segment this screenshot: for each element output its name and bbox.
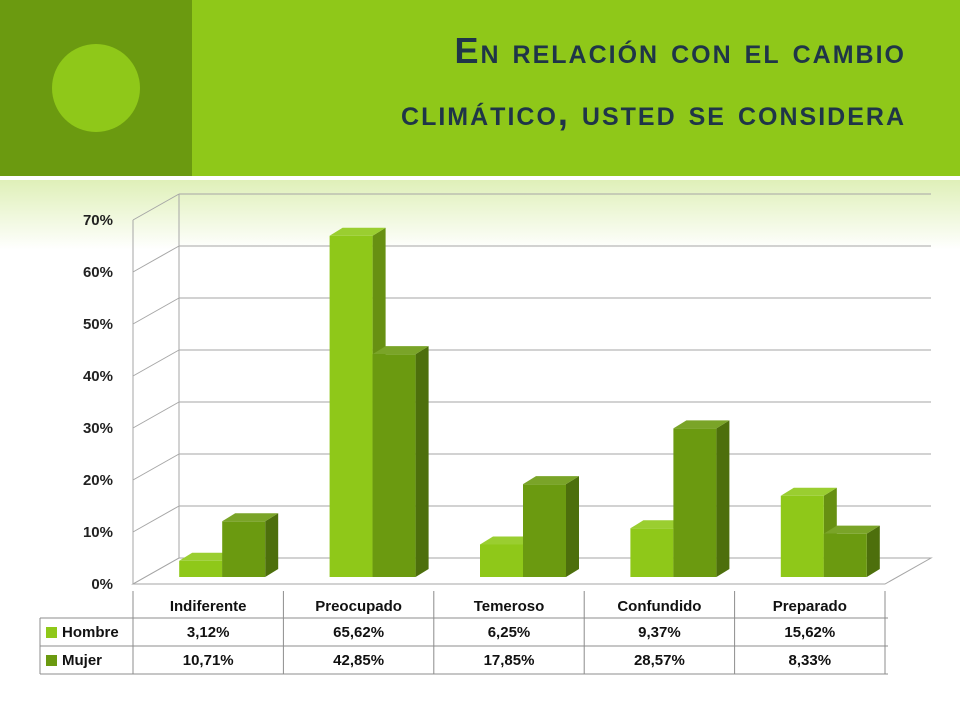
category-label: Preocupado xyxy=(315,598,402,615)
legend-label-hombre: Hombre xyxy=(62,624,119,641)
bar-mujer-0-side xyxy=(265,513,279,577)
bar-hombre-0-top xyxy=(179,552,236,561)
header-circle-decoration xyxy=(52,44,140,132)
gridline-wall-6 xyxy=(132,245,180,273)
category-label: Indiferente xyxy=(170,598,247,615)
bar-mujer-3 xyxy=(673,428,717,577)
gridline-wall-4 xyxy=(132,349,180,377)
bar-mujer-0 xyxy=(222,521,266,577)
category-label: Temeroso xyxy=(474,598,545,615)
data-label-hombre: 15,62% xyxy=(784,624,835,641)
gridline-wall-3 xyxy=(132,401,180,429)
data-label-mujer: 28,57% xyxy=(634,652,685,669)
bar-mujer-1 xyxy=(372,354,416,577)
data-label-mujer: 42,85% xyxy=(333,652,384,669)
slide-title: En relación con el cambio climático, ust… xyxy=(206,20,906,144)
bar-hombre-1 xyxy=(329,235,373,577)
slide-title-line-1: En relación con el cambio xyxy=(454,30,906,71)
slide-title-line-2: climático, usted se considera xyxy=(401,92,906,133)
y-tick-label: 10% xyxy=(83,524,113,541)
bar-mujer-2-side xyxy=(566,476,579,577)
bar-mujer-4-side xyxy=(866,525,880,577)
bar-mujer-4 xyxy=(823,533,867,577)
bar-hombre-0 xyxy=(179,560,223,577)
y-tick-label: 0% xyxy=(91,576,113,593)
y-tick-label: 60% xyxy=(83,264,113,281)
bar-hombre-3-top xyxy=(630,520,687,529)
legend-swatch-mujer xyxy=(46,655,57,666)
header-divider xyxy=(0,176,960,180)
bar-hombre-1-top xyxy=(329,227,386,236)
gridline-wall-7 xyxy=(132,193,180,221)
data-label-hombre: 6,25% xyxy=(488,624,531,641)
bar-hombre-2 xyxy=(480,544,523,577)
legend-label-mujer: Mujer xyxy=(62,652,102,669)
data-label-hombre: 65,62% xyxy=(333,624,384,641)
y-tick-label: 20% xyxy=(83,472,113,489)
data-label-hombre: 9,37% xyxy=(638,624,681,641)
bar-mujer-2 xyxy=(523,484,566,577)
bar-hombre-4-top xyxy=(780,487,837,496)
data-label-hombre: 3,12% xyxy=(187,624,230,641)
category-label: Preparado xyxy=(773,598,847,615)
legend-swatch-hombre xyxy=(46,627,57,638)
data-label-mujer: 17,85% xyxy=(484,652,535,669)
category-label: Confundido xyxy=(617,598,701,615)
y-tick-label: 30% xyxy=(83,420,113,437)
bar-mujer-3-side xyxy=(716,420,730,577)
bar-hombre-2-top xyxy=(480,536,536,545)
bar-mujer-1-side xyxy=(415,346,429,577)
gridline-wall-5 xyxy=(132,297,180,325)
bar-mujer-2-top xyxy=(523,476,579,485)
y-tick-label: 50% xyxy=(83,316,113,333)
data-label-mujer: 8,33% xyxy=(789,652,832,669)
bar-hombre-3 xyxy=(630,528,674,577)
bar-mujer-3-top xyxy=(673,420,730,429)
gridline-wall-2 xyxy=(132,453,180,481)
bar-hombre-4 xyxy=(780,495,824,577)
chart-floor xyxy=(131,557,933,585)
bar-mujer-4-top xyxy=(823,525,880,534)
gradient-band xyxy=(0,180,960,250)
bar-mujer-0-top xyxy=(222,513,279,522)
bar-mujer-1-top xyxy=(372,346,429,355)
y-tick-label: 40% xyxy=(83,368,113,385)
gridline-wall-1 xyxy=(132,505,180,533)
y-tick-label: 70% xyxy=(83,212,113,229)
data-label-mujer: 10,71% xyxy=(183,652,234,669)
